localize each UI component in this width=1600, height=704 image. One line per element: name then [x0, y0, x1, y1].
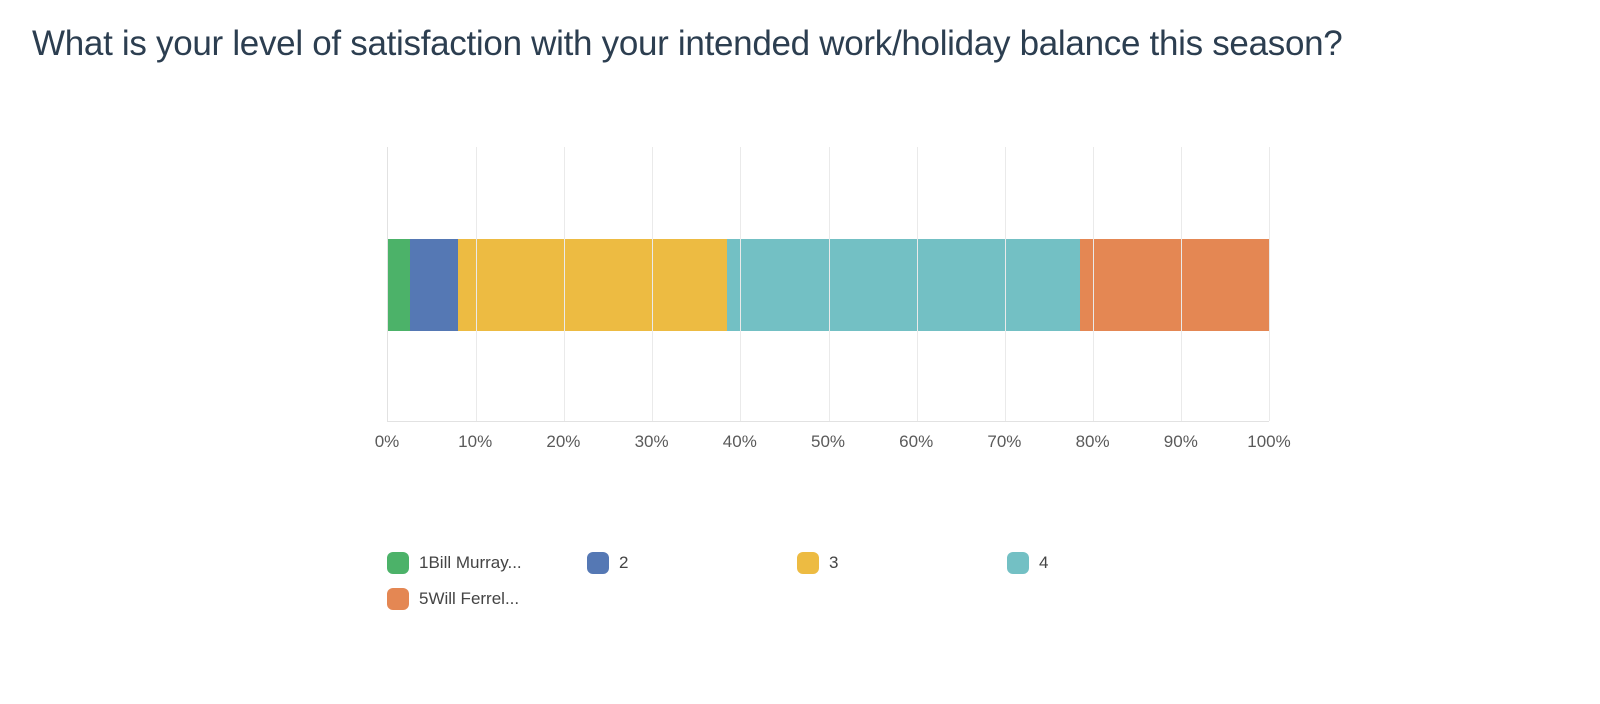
bar-segment	[1080, 239, 1269, 331]
gridline	[829, 147, 830, 421]
legend-label: 1Bill Murray...	[419, 553, 522, 573]
x-axis-labels: 0%10%20%30%40%50%60%70%80%90%100%	[387, 432, 1269, 462]
legend-swatch	[797, 552, 819, 574]
plot-area	[387, 147, 1269, 422]
legend-label: 4	[1039, 553, 1048, 573]
bar-segment	[727, 239, 1079, 331]
x-tick-label: 10%	[458, 432, 492, 452]
gridline	[564, 147, 565, 421]
legend: 1Bill Murray... 2 3 4 5Will Ferrel...	[387, 552, 1287, 610]
legend-label: 3	[829, 553, 838, 573]
x-tick-label: 90%	[1164, 432, 1198, 452]
legend-item: 1Bill Murray...	[387, 552, 587, 574]
legend-item: 4	[1007, 552, 1217, 574]
legend-item: 5Will Ferrel...	[387, 588, 587, 610]
gridline	[1005, 147, 1006, 421]
legend-swatch	[387, 552, 409, 574]
x-tick-label: 80%	[1076, 432, 1110, 452]
x-tick-label: 40%	[723, 432, 757, 452]
bar-segment	[410, 239, 458, 331]
legend-label: 5Will Ferrel...	[419, 589, 519, 609]
x-tick-label: 100%	[1247, 432, 1290, 452]
legend-swatch	[587, 552, 609, 574]
bar-segment	[458, 239, 727, 331]
gridline	[652, 147, 653, 421]
legend-item: 2	[587, 552, 797, 574]
gridline	[1181, 147, 1182, 421]
x-tick-label: 20%	[546, 432, 580, 452]
bar-segment	[388, 239, 410, 331]
x-tick-label: 50%	[811, 432, 845, 452]
legend-item: 3	[797, 552, 1007, 574]
x-tick-label: 30%	[635, 432, 669, 452]
legend-swatch	[387, 588, 409, 610]
x-tick-label: 60%	[899, 432, 933, 452]
gridline	[917, 147, 918, 421]
gridline	[1269, 147, 1270, 421]
x-tick-label: 70%	[987, 432, 1021, 452]
legend-label: 2	[619, 553, 628, 573]
chart-container: 0%10%20%30%40%50%60%70%80%90%100% 1Bill …	[387, 147, 1269, 610]
legend-swatch	[1007, 552, 1029, 574]
gridline	[476, 147, 477, 421]
gridline	[740, 147, 741, 421]
x-tick-label: 0%	[375, 432, 400, 452]
gridline	[1093, 147, 1094, 421]
chart-title: What is your level of satisfaction with …	[32, 20, 1532, 67]
